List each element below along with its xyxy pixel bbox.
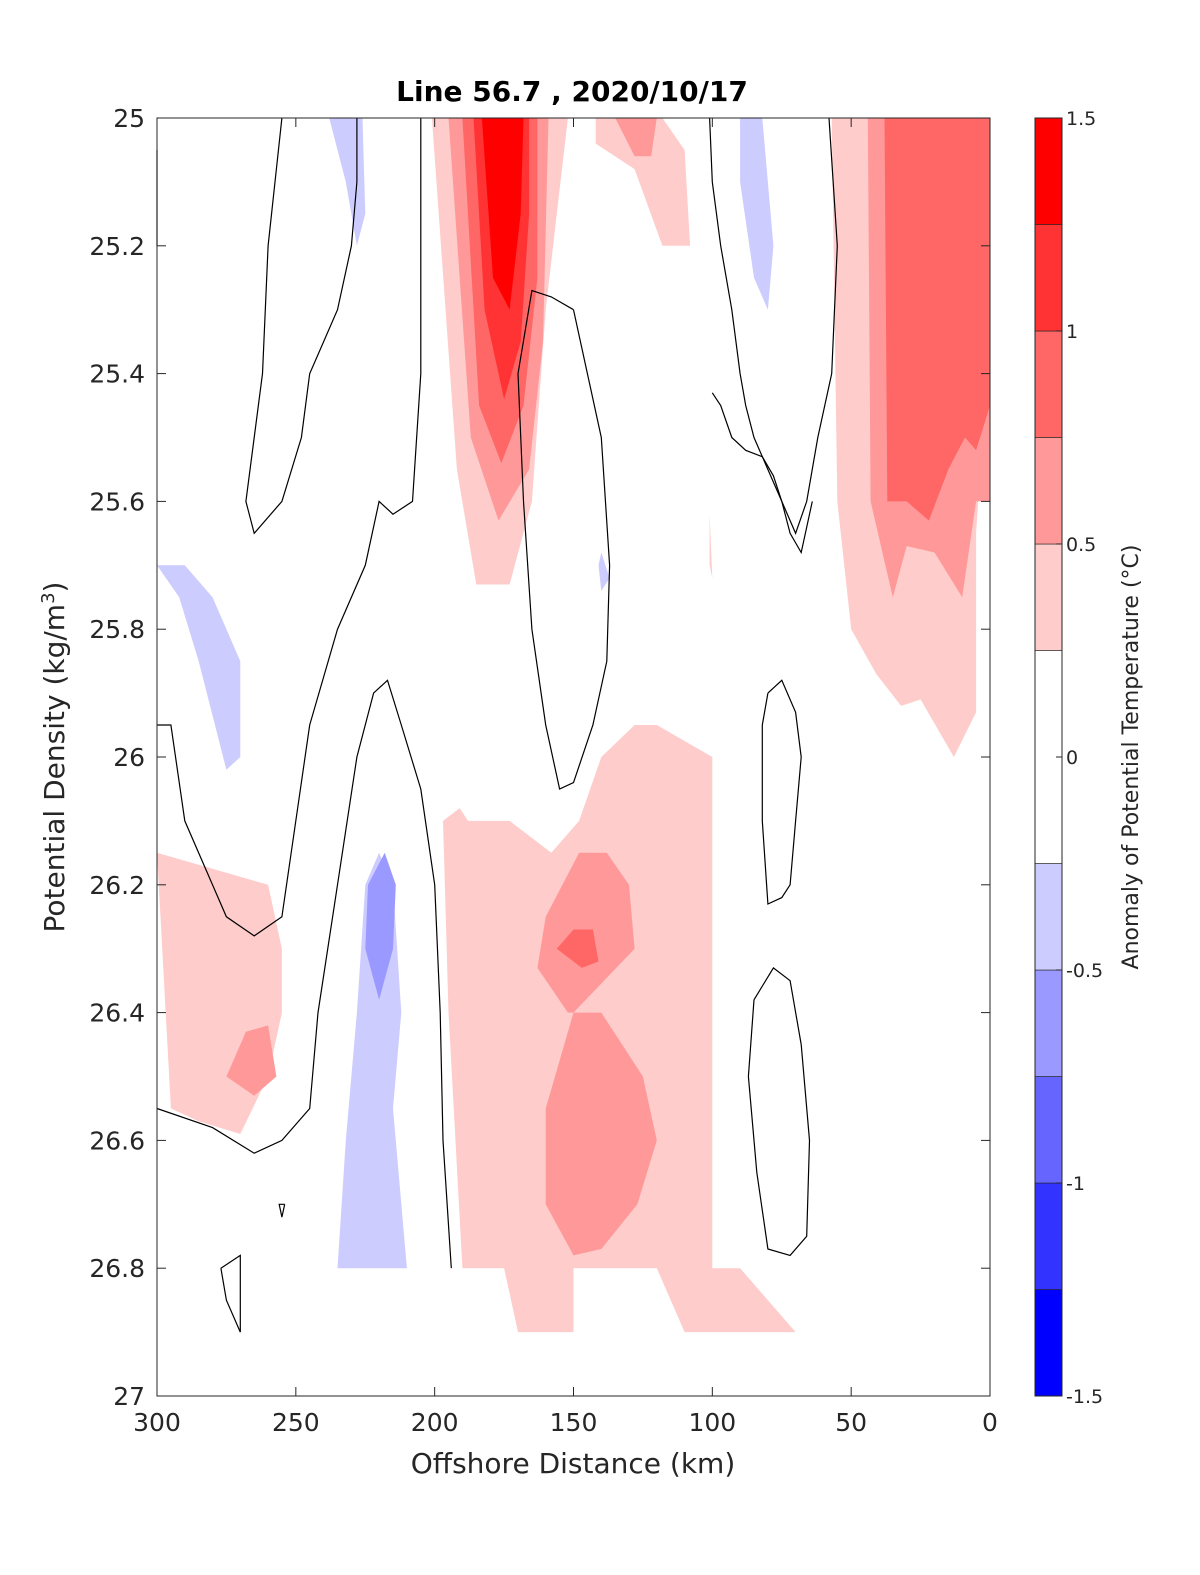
colorbar-segment-3 [1034, 969, 1063, 1077]
colorbar-segment-0 [1034, 1289, 1063, 1397]
y-axis-title-superscript: 3 [38, 592, 59, 603]
colorbar-tick-label-3: 0 [1066, 747, 1078, 769]
x-axis-title: Offshore Distance (km) [411, 1447, 736, 1480]
y-tick-label-7: 26.4 [89, 999, 145, 1028]
colorbar-tick-label-6: -1.5 [1066, 1386, 1103, 1408]
colorbar-tick-label-1: 1 [1066, 321, 1078, 343]
colorbar-segment-8 [1034, 330, 1063, 438]
colorbar-tick-label-5: -1 [1066, 1173, 1085, 1195]
colorbar-title: Anomaly of Potential Temperature (°C) [1119, 545, 1144, 970]
contour-region-23 [598, 552, 610, 591]
contour-region-6 [615, 118, 657, 157]
y-axis-title-main: Potential Density (kg/m [38, 604, 71, 933]
y-tick-label-4: 25.8 [89, 615, 145, 644]
x-tick-label-2: 200 [411, 1408, 459, 1437]
colorbar-segment-10 [1034, 117, 1063, 225]
contour-region-17 [157, 565, 241, 770]
zero-contour-line-4 [517, 289, 611, 790]
x-tick-label-4: 100 [688, 1408, 736, 1437]
zero-contour-line-9 [220, 1254, 241, 1333]
colorbar-segments [1034, 117, 1063, 1397]
y-tick-label-5: 26 [113, 743, 145, 772]
colorbar-tick-label-2: 0.5 [1066, 534, 1096, 556]
contour-region-18 [309, 118, 363, 374]
zero-contour-line-5 [709, 117, 838, 535]
y-axis-title: Potential Density (kg/m3) [38, 582, 71, 933]
y-axis-ticks: 25 25.2 25.4 25.6 25.8 26 26.2 26.4 26.6 26.8 27 [89, 104, 990, 1411]
y-tick-label-1: 25.2 [89, 232, 145, 261]
y-tick-label-3: 25.6 [89, 487, 145, 516]
x-tick-label-0: 300 [133, 1408, 181, 1437]
contour-region-9 [884, 118, 990, 521]
y-tick-label-8: 26.6 [89, 1126, 145, 1155]
colorbar-segment-4 [1034, 863, 1063, 971]
zero-contour-line-6 [711, 392, 813, 555]
zero-contour-line-2 [157, 118, 422, 937]
contour-region-15 [226, 1025, 277, 1096]
contour-region-26 [365, 852, 396, 1000]
contour-region-10 [709, 514, 713, 579]
y-tick-label-10: 27 [113, 1382, 145, 1411]
colorbar-segment-9 [1034, 224, 1063, 332]
colorbar-ticks: 1.5 1 0.5 0 -0.5 -1 -1.5 [1056, 108, 1103, 1408]
contour-region-13 [556, 929, 599, 968]
zero-contour-line-3 [156, 679, 452, 1269]
contour-fills [157, 118, 990, 1333]
x-tick-label-5: 50 [835, 1408, 867, 1437]
colorbar-segment-7 [1034, 437, 1063, 545]
contour-region-4 [481, 118, 524, 310]
colorbar-tick-label-4: -0.5 [1066, 960, 1103, 982]
colorbar-segment-2 [1034, 1076, 1063, 1184]
y-tick-label-0: 25 [113, 104, 145, 133]
colorbar: 1.5 1 0.5 0 -0.5 -1 -1.5 [1034, 108, 1103, 1408]
zero-contour-line-11 [278, 1203, 286, 1218]
x-tick-label-6: 0 [982, 1408, 998, 1437]
colorbar-tick-label-0: 1.5 [1066, 108, 1096, 130]
contour-lines [156, 117, 838, 1333]
contour-region-16 [157, 118, 435, 936]
contour-region-19 [329, 118, 366, 246]
y-tick-label-6: 26.2 [89, 871, 145, 900]
plot-area: 300 250 200 150 100 50 0 2525.225.425.625.8262… [89, 104, 998, 1437]
colorbar-segment-1 [1034, 1182, 1063, 1290]
chart-title: Line 56.7 , 2020/10/17 [396, 75, 748, 108]
contour-region-5 [595, 118, 691, 246]
zero-contour-line-10 [220, 1268, 241, 1333]
colorbar-segment-6 [1034, 543, 1063, 651]
contour-region-21 [740, 118, 774, 310]
x-tick-label-3: 150 [550, 1408, 598, 1437]
x-tick-label-1: 250 [272, 1408, 320, 1437]
x-axis-ticks: 300 250 200 150 100 50 0 [133, 118, 998, 1437]
y-axis-title-close: ) [38, 582, 71, 593]
zero-contour-line-1 [245, 117, 358, 535]
y-tick-label-2: 25.4 [89, 360, 145, 389]
contour-region-22 [579, 405, 652, 706]
contour-region-11 [443, 725, 796, 1333]
y-tick-label-9: 26.8 [89, 1254, 145, 1283]
zero-contour-line-8 [747, 967, 811, 1257]
zero-contour-line-7 [761, 679, 802, 905]
